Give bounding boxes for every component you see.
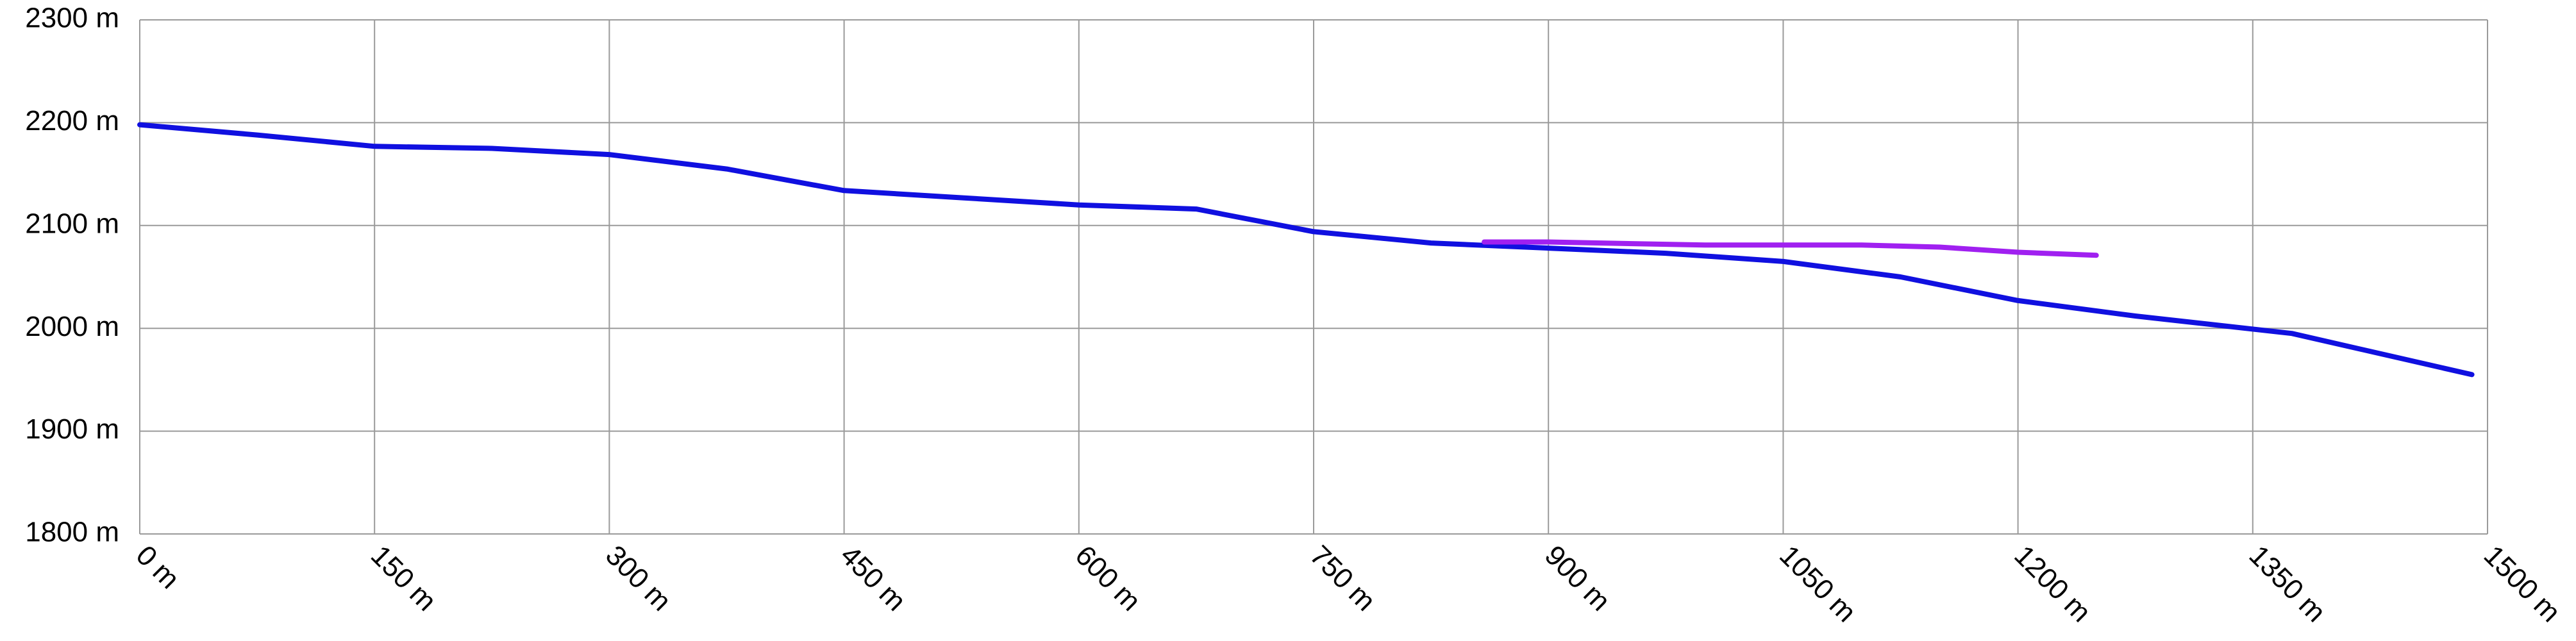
x-tick-label: 450 m xyxy=(834,540,912,617)
y-tick-label: 1800 m xyxy=(25,517,119,548)
x-tick-label: 750 m xyxy=(1304,540,1382,617)
y-tick-label: 2200 m xyxy=(25,105,119,137)
x-tick-label: 600 m xyxy=(1069,540,1147,617)
series-line xyxy=(1482,239,2099,258)
x-tick-label: 900 m xyxy=(1539,540,1616,617)
x-tick-label: 1500 m xyxy=(2478,540,2566,628)
x-tick-label: 150 m xyxy=(365,540,442,617)
x-tick-label: 1350 m xyxy=(2243,540,2332,628)
y-tick-label: 1900 m xyxy=(25,413,119,445)
x-tick-label: 300 m xyxy=(599,540,677,617)
x-tick-label: 0 m xyxy=(130,540,186,595)
series-line xyxy=(137,122,2475,378)
x-tick-label: 1200 m xyxy=(2008,540,2096,628)
y-tick-label: 2300 m xyxy=(25,3,119,34)
x-tick-label: 1050 m xyxy=(1773,540,1862,628)
y-tick-label: 2100 m xyxy=(25,208,119,239)
y-tick-label: 2000 m xyxy=(25,311,119,342)
